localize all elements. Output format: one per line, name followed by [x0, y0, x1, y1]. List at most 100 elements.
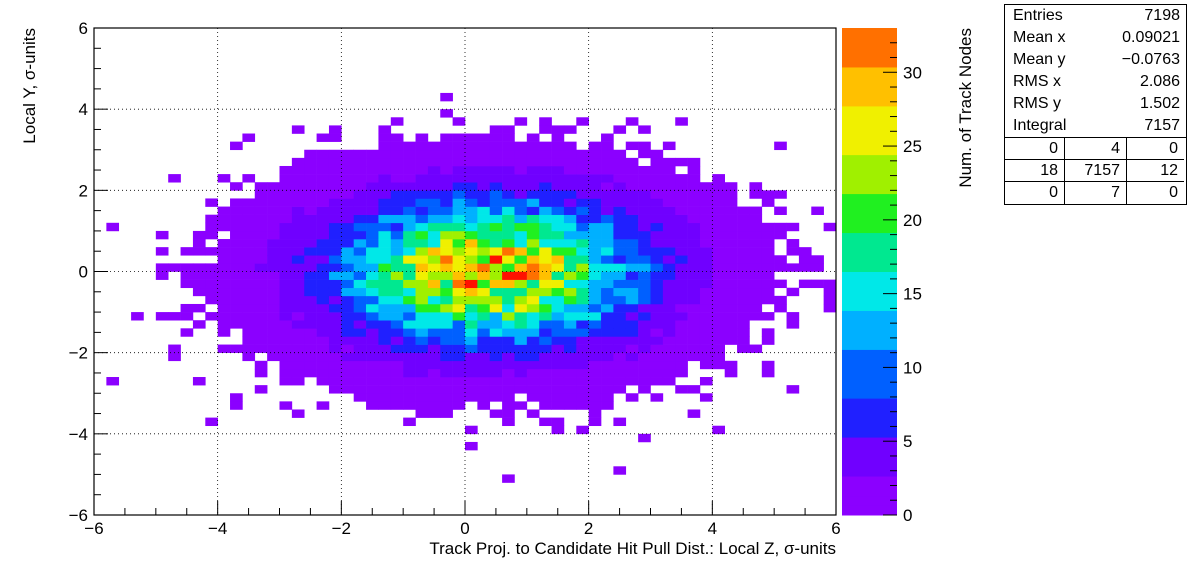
- x-tick-label: 6: [831, 519, 840, 538]
- heatmap-cell: [761, 222, 775, 232]
- heatmap-cell: [378, 149, 392, 159]
- heatmap-cell: [514, 344, 528, 353]
- heatmap-cell: [749, 312, 763, 321]
- heatmap-cell: [279, 190, 293, 199]
- heatmap-cell: [687, 182, 701, 191]
- heatmap-cell: [489, 214, 503, 224]
- heatmap-cell: [502, 125, 515, 134]
- heatmap-cell: [724, 222, 738, 232]
- heatmap-cell: [576, 174, 589, 183]
- heatmap-cell: [576, 279, 589, 289]
- heatmap-cell: [316, 157, 330, 167]
- heatmap-cell: [403, 360, 416, 370]
- stats-row-rms-y: RMS y 1.502: [1013, 95, 1180, 112]
- heatmap-cell: [427, 328, 441, 337]
- y-tick-label: 4: [79, 100, 88, 119]
- heatmap-cell: [563, 344, 577, 353]
- heatmap-cell: [514, 320, 528, 329]
- heatmap-cell: [551, 425, 565, 435]
- heatmap-cell: [650, 222, 664, 232]
- heatmap-cell: [588, 222, 602, 232]
- palette-step: [842, 76, 897, 87]
- heatmap-cell: [625, 239, 639, 248]
- heatmap-cell: [489, 295, 503, 305]
- palette-step: [842, 300, 897, 311]
- heatmap-cell: [366, 174, 379, 183]
- heatmap-cell: [328, 149, 342, 159]
- heatmap-cell: [687, 174, 701, 183]
- palette-step: [842, 261, 897, 272]
- heatmap-cell: [366, 190, 379, 199]
- heatmap-cell: [625, 230, 639, 240]
- heatmap-cell: [526, 247, 540, 256]
- z-tick-label: 20: [903, 211, 922, 230]
- heatmap-cell: [291, 336, 305, 345]
- heatmap-cell: [761, 368, 775, 378]
- palette-step: [842, 417, 897, 428]
- heatmap-cell: [675, 239, 688, 248]
- heatmap-cell: [551, 157, 565, 167]
- heatmap-cell: [316, 271, 330, 280]
- heatmap-cell: [353, 312, 367, 321]
- heatmap-cell: [403, 263, 416, 272]
- heatmap-cell: [353, 368, 367, 378]
- heatmap-cell: [662, 360, 676, 370]
- heatmap-cell: [230, 214, 243, 224]
- palette-step: [842, 349, 897, 360]
- heatmap-cell: [415, 214, 429, 224]
- heatmap-cell: [366, 247, 379, 256]
- heatmap-cell: [650, 352, 664, 362]
- heatmap-cell: [737, 271, 750, 280]
- palette-step: [842, 271, 897, 282]
- heatmap-cell: [502, 222, 515, 232]
- heatmap-cell: [477, 385, 491, 394]
- palette-step: [842, 427, 897, 438]
- heatmap-cell: [563, 157, 577, 167]
- heatmap-cell: [675, 320, 688, 329]
- heatmap-cell: [465, 198, 478, 207]
- heatmap-cell: [675, 385, 688, 394]
- heatmap-cell: [452, 303, 466, 313]
- heatmap-cell: [563, 182, 577, 191]
- heatmap-cell: [427, 165, 441, 175]
- heatmap-cell: [699, 352, 713, 362]
- heatmap-cell: [378, 401, 392, 410]
- heatmap-cell: [502, 409, 515, 418]
- heatmap-cell: [267, 222, 280, 232]
- heatmap-cell: [415, 303, 429, 313]
- heatmap-cell: [588, 409, 602, 418]
- stats-grid-cell: 4: [1065, 138, 1127, 160]
- heatmap-cell: [242, 312, 256, 321]
- heatmap-cell: [291, 320, 305, 329]
- heatmap-cell: [502, 133, 515, 142]
- heatmap-cell: [638, 239, 651, 248]
- heatmap-cell: [576, 230, 589, 240]
- heatmap-cell: [662, 328, 676, 337]
- heatmap-cell: [712, 190, 725, 199]
- heatmap-cell: [502, 247, 515, 256]
- heatmap-cell: [353, 214, 367, 224]
- heatmap-cell: [613, 287, 627, 297]
- heatmap-cell: [427, 295, 441, 305]
- heatmap-cell: [465, 214, 478, 224]
- heatmap-cell: [798, 279, 812, 289]
- heatmap-cell: [625, 368, 639, 378]
- heatmap-cell: [526, 368, 540, 378]
- heatmap-cell: [341, 174, 354, 183]
- heatmap-cell: [366, 214, 379, 224]
- heatmap-cell: [563, 303, 577, 313]
- heatmap-cell: [279, 401, 293, 410]
- heatmap-cell: [291, 206, 305, 215]
- heatmap-cell: [415, 149, 429, 159]
- heatmap-cell: [316, 247, 330, 256]
- heatmap-cell: [650, 247, 664, 256]
- heatmap-cell: [526, 182, 540, 191]
- heatmap-cell: [279, 214, 293, 224]
- heatmap-cell: [502, 352, 515, 362]
- palette-step: [842, 505, 897, 516]
- heatmap-cell: [675, 222, 688, 232]
- heatmap-cell: [601, 263, 614, 272]
- heatmap-cell: [316, 182, 330, 191]
- heatmap-cell: [452, 165, 466, 175]
- heatmap-cell: [465, 393, 478, 402]
